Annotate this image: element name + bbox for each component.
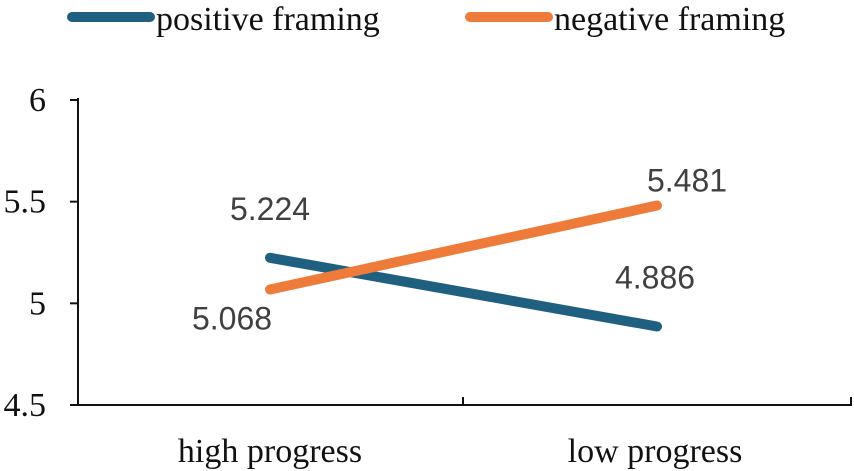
series-line-negative-framing — [265, 200, 662, 295]
y-tick-label: 5.5 — [4, 184, 47, 221]
data-label-negative-high: 5.068 — [192, 301, 272, 337]
series-line-positive-framing — [265, 252, 662, 332]
x-tick-label: low progress — [568, 433, 743, 470]
x-tick-label: high progress — [178, 433, 362, 470]
data-label-negative-low: 5.481 — [647, 163, 727, 199]
legend-label-positive-framing: positive framing — [156, 1, 380, 38]
data-labels: 5.224 4.886 5.068 5.481 — [192, 163, 727, 337]
axes: 4.5 5 5.5 6 high progress low progress — [4, 82, 852, 470]
data-label-positive-high: 5.224 — [230, 191, 310, 227]
y-ticks: 4.5 5 5.5 6 — [4, 82, 78, 424]
data-label-positive-low: 4.886 — [615, 260, 695, 296]
y-tick-label: 5 — [29, 285, 46, 322]
legend: positive framing negative framing — [67, 1, 785, 38]
y-tick-label: 6 — [29, 82, 46, 119]
y-tick-label: 4.5 — [4, 387, 47, 424]
legend-label-negative-framing: negative framing — [554, 1, 785, 38]
series-layer — [265, 200, 662, 332]
x-ticks: high progress low progress — [77, 397, 852, 470]
